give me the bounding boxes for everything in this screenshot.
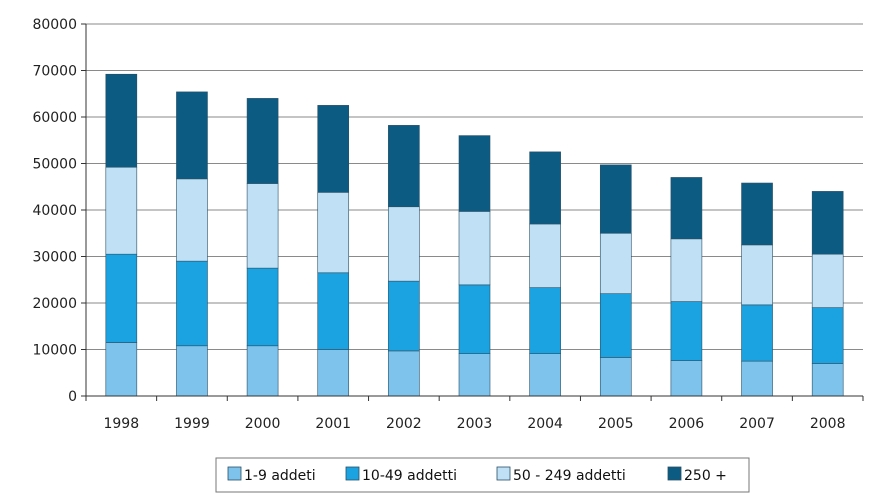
y-axis-tick-labels: 0 10000 20000 30000 40000 50000 60000 70000 8000… <box>32 17 77 405</box>
x-tick-label: 2001 <box>315 416 351 432</box>
bar-segment <box>811 363 844 397</box>
bar-segment <box>105 342 138 397</box>
bar-segment <box>317 272 350 350</box>
bar-segment <box>458 211 491 286</box>
bar-segment <box>670 360 703 397</box>
bar-segment <box>811 191 844 255</box>
bar-segment <box>176 345 208 397</box>
bar-segment <box>529 353 561 397</box>
y-tick-label: 80000 <box>32 17 77 33</box>
y-tick-label: 70000 <box>32 64 77 80</box>
bar-segment <box>811 307 844 364</box>
y-tick-label: 10000 <box>32 343 77 359</box>
bar-segment <box>176 260 208 347</box>
legend-swatch <box>227 466 242 481</box>
bar-segment <box>388 350 420 397</box>
bar-segment <box>388 280 420 352</box>
bar-segment <box>529 151 561 225</box>
bar-segment <box>458 353 491 397</box>
x-tick-label: 1998 <box>103 416 139 432</box>
y-tick-label: 30000 <box>32 250 77 266</box>
bar-segment <box>246 345 279 397</box>
bar-segment <box>670 301 703 361</box>
bar-segment <box>741 244 773 306</box>
x-tick-label: 2000 <box>245 416 281 432</box>
y-tick-label: 20000 <box>32 296 77 312</box>
bar-segment <box>741 360 773 397</box>
bar-segment <box>105 73 138 168</box>
y-tick-label: 0 <box>68 389 77 405</box>
bar-segment <box>741 182 773 246</box>
bar-segment <box>246 267 279 347</box>
bar-segment <box>317 192 350 274</box>
x-tick-label: 2007 <box>739 416 775 432</box>
bar-segment <box>811 253 844 308</box>
bar-segment <box>458 284 491 354</box>
legend-label: 250 + <box>684 468 727 484</box>
bar-segment <box>741 304 773 362</box>
bars <box>105 73 844 397</box>
x-tick-label: 2004 <box>527 416 563 432</box>
bar-segment <box>670 177 703 240</box>
bar-segment <box>105 166 138 255</box>
x-tick-label: 2005 <box>598 416 634 432</box>
legend-swatch <box>345 466 360 481</box>
legend: 1-9 addeti 10-49 addetti 50 - 249 addetti 2… <box>215 457 750 493</box>
x-tick-label: 2002 <box>386 416 422 432</box>
x-tick-label: 2003 <box>457 416 493 432</box>
bar-segment <box>599 164 632 234</box>
x-tick-label: 2008 <box>810 416 846 432</box>
bar-segment <box>246 98 279 184</box>
bar-segment <box>599 293 632 358</box>
bar-segment <box>599 357 632 397</box>
bar-segment <box>105 253 138 343</box>
x-tick-label: 1999 <box>174 416 210 432</box>
y-tick-label: 60000 <box>32 110 77 126</box>
legend-box <box>215 457 750 493</box>
bar-segment <box>599 232 632 295</box>
legend-swatch <box>667 466 682 481</box>
bar-segment <box>670 238 703 302</box>
y-tick-label: 40000 <box>32 203 77 219</box>
bar-segment <box>317 105 350 193</box>
bar-segment <box>529 287 561 354</box>
bar-segment <box>388 125 420 208</box>
bar-segment <box>388 206 420 282</box>
legend-label: 10-49 addetti <box>362 468 457 484</box>
legend-swatch <box>496 466 511 481</box>
bar-segment <box>529 223 561 288</box>
legend-label: 1-9 addeti <box>244 468 316 484</box>
y-tick-label: 50000 <box>32 157 77 173</box>
bar-segment <box>458 135 491 212</box>
bar-segment <box>317 349 350 397</box>
x-axis-tick-labels: 1998 1999 2000 2001 2002 2003 2004 2005 2006 2007… <box>103 416 845 432</box>
bar-segment <box>246 183 279 269</box>
legend-label: 50 - 249 addetti <box>513 468 626 484</box>
x-tick-label: 2006 <box>669 416 705 432</box>
bar-segment <box>176 178 208 262</box>
bar-segment <box>176 91 208 180</box>
axes <box>81 23 864 401</box>
